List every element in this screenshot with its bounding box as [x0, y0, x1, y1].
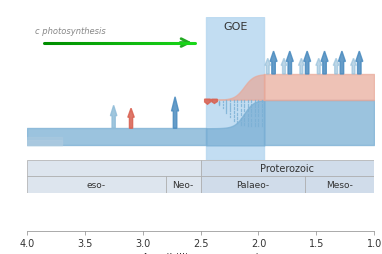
FancyArrow shape: [298, 59, 304, 75]
Text: Proterozoic: Proterozoic: [261, 163, 314, 173]
X-axis label: Age (billion years ago): Age (billion years ago): [142, 252, 259, 254]
FancyArrow shape: [281, 59, 287, 75]
FancyArrow shape: [316, 59, 322, 75]
FancyArrow shape: [128, 109, 134, 129]
FancyArrow shape: [286, 52, 293, 75]
FancyArrow shape: [338, 52, 345, 75]
Text: c photosynthesis: c photosynthesis: [35, 27, 105, 36]
FancyArrow shape: [356, 52, 363, 75]
FancyArrow shape: [110, 106, 117, 129]
FancyArrow shape: [270, 52, 277, 75]
FancyArrow shape: [212, 100, 217, 104]
Bar: [27, 177, 166, 193]
Text: Meso-: Meso-: [326, 180, 353, 189]
Text: Neo-: Neo-: [173, 180, 194, 189]
FancyArrow shape: [304, 52, 311, 75]
FancyArrow shape: [321, 52, 328, 75]
Bar: [206, 18, 264, 160]
FancyArrow shape: [205, 100, 210, 105]
Bar: [305, 177, 374, 193]
FancyArrow shape: [333, 59, 339, 75]
Bar: [27, 160, 201, 177]
Bar: [201, 160, 374, 177]
FancyArrow shape: [351, 59, 356, 75]
Bar: [166, 177, 201, 193]
Text: Palaeo-: Palaeo-: [236, 180, 269, 189]
Text: GOE: GOE: [223, 22, 248, 32]
FancyArrow shape: [172, 98, 178, 129]
FancyArrow shape: [265, 59, 270, 75]
Text: eso-: eso-: [87, 180, 106, 189]
Bar: [201, 177, 305, 193]
